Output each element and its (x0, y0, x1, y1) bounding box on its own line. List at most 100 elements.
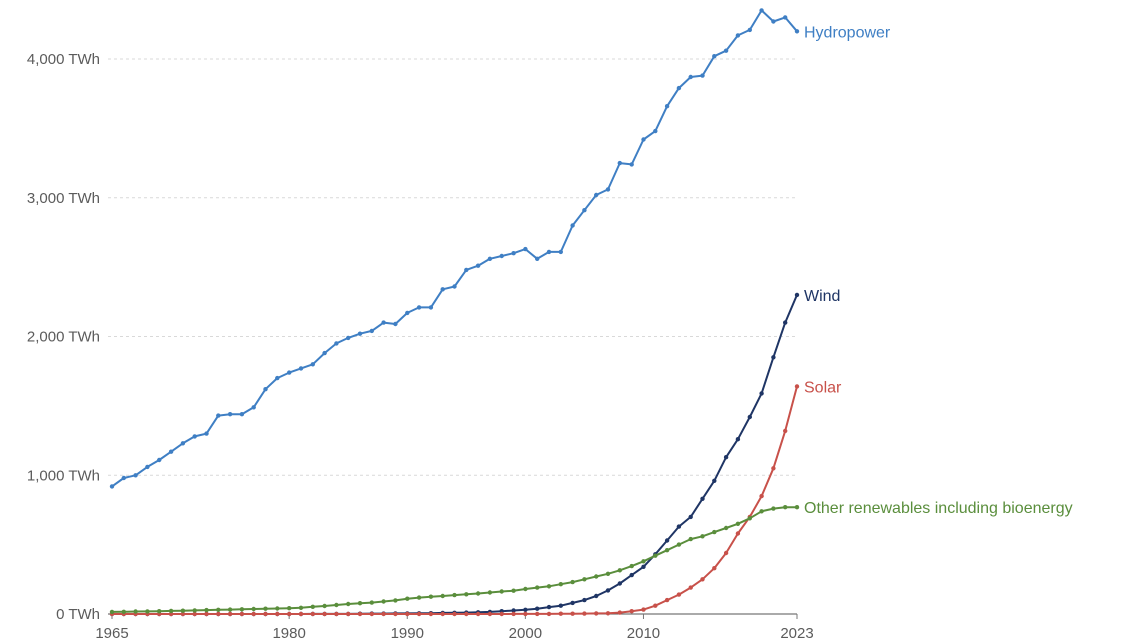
point-other-renewables-including-bioenergy (275, 606, 280, 611)
point-hydropower (180, 441, 186, 446)
y-tick-label: 0 TWh (56, 606, 100, 623)
point-wind (629, 572, 634, 578)
point-other-renewables-including-bioenergy (369, 600, 374, 605)
point-other-renewables-including-bioenergy (688, 536, 693, 542)
x-tick-label: 2010 (627, 625, 660, 642)
point-hydropower (511, 251, 516, 256)
point-hydropower (310, 362, 315, 367)
point-other-renewables-including-bioenergy (771, 506, 776, 511)
point-solar (712, 566, 717, 571)
point-solar (617, 610, 622, 615)
point-solar (700, 577, 705, 582)
line-wind (112, 294, 798, 615)
point-solar (641, 607, 646, 612)
point-hydropower (535, 256, 540, 261)
point-hydropower (688, 74, 693, 80)
point-solar (653, 603, 658, 608)
point-other-renewables-including-bioenergy (216, 607, 221, 612)
point-hydropower (475, 263, 481, 268)
point-other-renewables-including-bioenergy (310, 604, 315, 609)
point-other-renewables-including-bioenergy (227, 607, 233, 612)
point-solar (263, 611, 268, 617)
point-hydropower (204, 431, 209, 436)
point-other-renewables-including-bioenergy (523, 586, 528, 592)
point-other-renewables-including-bioenergy (617, 568, 622, 573)
point-solar (688, 585, 693, 590)
point-hydropower (747, 27, 752, 33)
point-wind (511, 608, 516, 613)
point-hydropower (192, 434, 197, 439)
point-solar (275, 611, 280, 617)
point-hydropower (298, 366, 304, 371)
point-other-renewables-including-bioenergy (535, 585, 540, 590)
point-wind (688, 514, 693, 520)
point-other-renewables-including-bioenergy (239, 607, 245, 612)
point-solar (558, 611, 563, 616)
point-wind (535, 606, 540, 611)
point-hydropower (759, 8, 764, 13)
point-wind (676, 524, 682, 529)
point-other-renewables-including-bioenergy (759, 509, 764, 514)
point-other-renewables-including-bioenergy (346, 601, 351, 607)
point-hydropower (452, 284, 457, 289)
point-hydropower (109, 484, 115, 489)
point-hydropower (440, 287, 445, 292)
point-wind (712, 478, 717, 483)
point-hydropower (357, 331, 363, 336)
point-other-renewables-including-bioenergy (594, 574, 599, 579)
gridlines (108, 58, 797, 476)
point-other-renewables-including-bioenergy (558, 582, 563, 587)
point-solar (546, 611, 552, 617)
point-other-renewables-including-bioenergy (192, 608, 197, 613)
point-other-renewables-including-bioenergy (405, 596, 410, 601)
point-solar (440, 611, 445, 617)
point-other-renewables-including-bioenergy (664, 548, 670, 553)
point-hydropower (700, 73, 705, 78)
point-solar (783, 428, 788, 434)
point-hydropower (322, 350, 327, 356)
point-solar (298, 611, 304, 617)
point-other-renewables-including-bioenergy (251, 606, 256, 612)
point-hydropower (723, 48, 729, 53)
point-other-renewables-including-bioenergy (334, 602, 339, 608)
point-solar (428, 611, 434, 617)
point-other-renewables-including-bioenergy (582, 577, 587, 582)
point-hydropower (239, 412, 245, 417)
point-solar (582, 611, 587, 616)
point-other-renewables-including-bioenergy (452, 592, 457, 598)
point-solar (475, 611, 481, 617)
point-hydropower (251, 405, 256, 410)
point-hydropower (641, 137, 646, 142)
point-other-renewables-including-bioenergy (168, 608, 174, 614)
point-other-renewables-including-bioenergy (263, 606, 268, 611)
series-end-labels: Hydropower Wind Solar Other renewables incl… (804, 24, 1073, 517)
point-solar (239, 611, 245, 617)
point-hydropower (381, 320, 386, 325)
point-hydropower (275, 375, 280, 381)
point-wind (664, 538, 670, 543)
point-other-renewables-including-bioenergy (546, 584, 552, 589)
point-wind (558, 603, 563, 608)
point-hydropower (653, 128, 658, 134)
point-hydropower (227, 412, 233, 417)
point-hydropower (464, 267, 469, 273)
point-other-renewables-including-bioenergy (109, 609, 115, 615)
point-solar (381, 611, 386, 617)
point-solar (369, 611, 374, 617)
point-other-renewables-including-bioenergy (605, 571, 611, 576)
point-solar (511, 611, 516, 617)
point-wind (617, 581, 622, 586)
point-solar (287, 611, 292, 617)
series-label-solar: Solar (804, 379, 842, 396)
point-other-renewables-including-bioenergy (475, 591, 481, 596)
y-tick-label: 4,000 TWh (27, 51, 100, 68)
series-label-wind: Wind (804, 288, 840, 305)
point-hydropower (735, 33, 741, 38)
point-other-renewables-including-bioenergy (700, 534, 705, 539)
point-wind (759, 391, 764, 396)
point-other-renewables-including-bioenergy (298, 605, 304, 610)
point-solar (180, 611, 186, 617)
point-hydropower (676, 85, 682, 91)
y-tick-label: 1,000 TWh (27, 467, 100, 484)
series-other-renewables-including-bioenergy (109, 505, 800, 615)
